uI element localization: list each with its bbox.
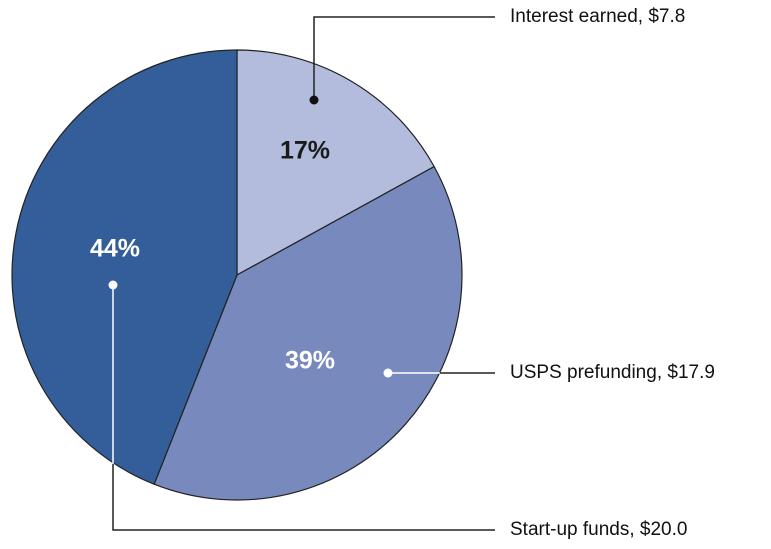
category-label: Interest earned, $7.8 [510, 6, 685, 27]
leader-line-outer [112, 463, 495, 531]
category-label: USPS prefunding, $17.9 [510, 362, 715, 383]
category-label: Start-up funds, $20.0 [510, 519, 687, 540]
pie-slice [153, 165, 463, 501]
leader-line [313, 16, 495, 100]
percent-label: 44% [90, 235, 140, 263]
leader-dot [309, 95, 319, 105]
pie-slice [11, 49, 238, 485]
percent-label: 39% [285, 347, 335, 375]
leader-dot [383, 368, 393, 378]
leader-dot [108, 280, 118, 290]
percent-label: 17% [280, 137, 330, 165]
pie-slice [236, 49, 435, 277]
